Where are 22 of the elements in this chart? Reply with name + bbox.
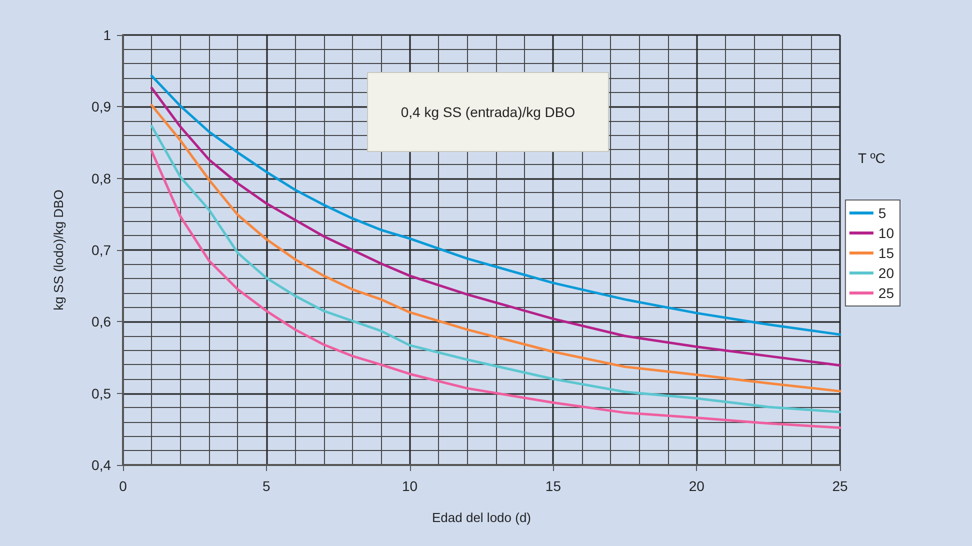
note-box: 0,4 kg SS (entrada)/kg DBO <box>367 72 609 152</box>
legend-label: 20 <box>878 265 894 281</box>
x-tick-label: 0 <box>119 478 128 494</box>
x-tick-label: 5 <box>262 478 270 494</box>
y-tick-label: 0,4 <box>92 457 112 473</box>
y-tick-label: 0,9 <box>92 98 112 115</box>
y-tick-label: 0,7 <box>92 242 112 258</box>
legend-title: T ºC <box>858 150 886 166</box>
y-axis-title: kg SS (lodo)/kg DBO <box>51 190 66 310</box>
y-tick-label: 1 <box>103 27 112 43</box>
y-tick-label: 0,6 <box>92 314 112 330</box>
x-axis-title: Edad del lodo (d) <box>432 510 532 525</box>
x-tick-label: 10 <box>402 478 418 494</box>
legend-label: 5 <box>878 205 886 221</box>
legend-label: 15 <box>878 245 894 261</box>
y-tick-label: 0,8 <box>92 170 112 186</box>
legend-label: 25 <box>878 285 894 301</box>
legend-label: 10 <box>878 225 894 241</box>
y-tick-label: 0,5 <box>92 385 112 402</box>
x-tick-label: 15 <box>545 478 562 494</box>
x-tick-label: 20 <box>688 478 705 494</box>
x-tick-label: 25 <box>832 478 848 494</box>
